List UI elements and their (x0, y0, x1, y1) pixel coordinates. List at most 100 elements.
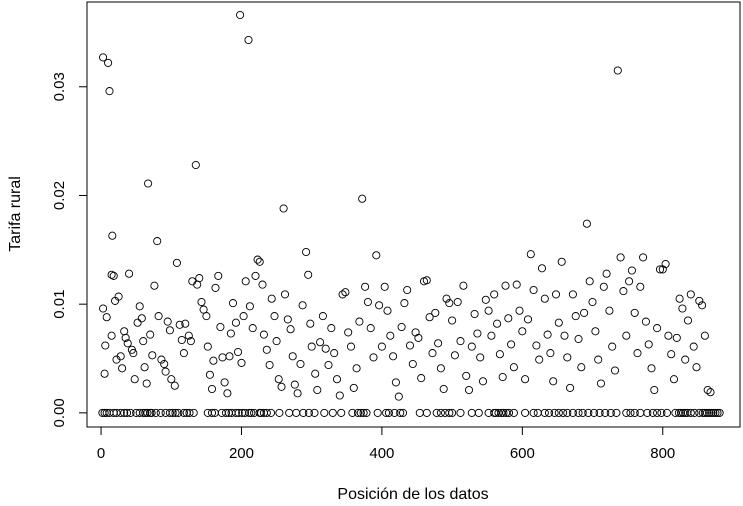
data-point (709, 408, 718, 417)
data-point (296, 359, 305, 369)
data-point (262, 408, 271, 417)
data-point (498, 372, 507, 382)
data-point (211, 283, 220, 292)
data-point (108, 231, 117, 240)
data-point (612, 408, 621, 417)
data-point (439, 384, 448, 394)
data-point (695, 408, 704, 417)
data-point (529, 408, 538, 417)
data-point (445, 299, 454, 308)
data-point (580, 308, 589, 317)
data-point (408, 359, 417, 369)
data-point (432, 408, 441, 417)
data-point (248, 324, 257, 333)
data-point (599, 282, 608, 291)
data-point (521, 408, 530, 417)
data-point (337, 408, 346, 417)
data-point (543, 330, 552, 339)
data-point (679, 408, 688, 417)
data-point (702, 408, 712, 417)
data-point (188, 277, 197, 286)
data-point (675, 294, 684, 303)
data-point (356, 408, 365, 417)
data-point (304, 408, 313, 417)
data-point (456, 337, 465, 346)
data-point (700, 408, 709, 417)
data-point (504, 314, 513, 323)
data-point (441, 408, 450, 417)
data-point (398, 408, 408, 417)
data-point (165, 326, 174, 335)
data-point (630, 408, 639, 417)
data-point (681, 355, 690, 364)
data-point (216, 322, 225, 332)
data-point (464, 385, 474, 395)
data-point (551, 290, 561, 299)
y-tick-label: 0.02 (51, 181, 68, 210)
data-point (328, 408, 337, 417)
data-point (574, 334, 583, 344)
data-point (386, 331, 395, 340)
data-point (686, 408, 695, 417)
data-point (526, 250, 535, 259)
data-point (653, 408, 662, 417)
data-point (202, 312, 211, 321)
data-point (540, 408, 549, 417)
data-point (231, 318, 240, 327)
data-point (160, 359, 169, 369)
data-point (533, 408, 542, 417)
data-point (255, 257, 264, 266)
data-point (619, 287, 628, 296)
data-point (338, 290, 347, 299)
data-point (563, 408, 572, 417)
data-point (352, 364, 361, 373)
data-point (330, 349, 339, 358)
data-point (644, 340, 653, 349)
x-axis-label: Posición de los datos (337, 486, 488, 503)
data-point (383, 306, 392, 315)
y-tick-label: 0.03 (51, 72, 68, 101)
data-point (363, 297, 372, 307)
data-point (161, 367, 170, 376)
data-point (265, 360, 274, 370)
data-point (493, 319, 502, 328)
data-point (299, 408, 308, 417)
data-point (179, 408, 188, 417)
data-point (706, 388, 715, 397)
data-point (509, 408, 518, 417)
data-point (313, 385, 322, 395)
data-point (384, 408, 393, 417)
data-point (657, 408, 666, 417)
data-point (302, 247, 311, 257)
data-point (147, 408, 156, 417)
data-point (473, 329, 482, 338)
data-point (681, 408, 690, 417)
data-point (237, 358, 246, 367)
x-tick-label: 0 (97, 445, 105, 462)
data-point (566, 383, 575, 392)
data-point (491, 408, 500, 417)
data-point (172, 258, 181, 267)
data-point (605, 306, 614, 315)
data-point (262, 345, 271, 354)
data-point (467, 342, 476, 351)
data-point (655, 265, 665, 274)
data-point (324, 360, 333, 370)
data-point (375, 301, 384, 310)
data-point (595, 408, 604, 417)
data-point (436, 364, 445, 373)
data-point (497, 408, 506, 417)
data-point (557, 257, 566, 266)
data-point (321, 344, 330, 353)
data-point (415, 408, 424, 417)
x-tick-label: 600 (510, 445, 535, 462)
data-point (283, 315, 292, 324)
data-point (320, 408, 329, 417)
data-point (171, 408, 180, 417)
data-point (667, 350, 676, 359)
data-point (459, 281, 468, 290)
data-point (470, 309, 479, 319)
data-point (705, 408, 714, 417)
data-point (664, 331, 673, 340)
data-point (137, 314, 146, 323)
